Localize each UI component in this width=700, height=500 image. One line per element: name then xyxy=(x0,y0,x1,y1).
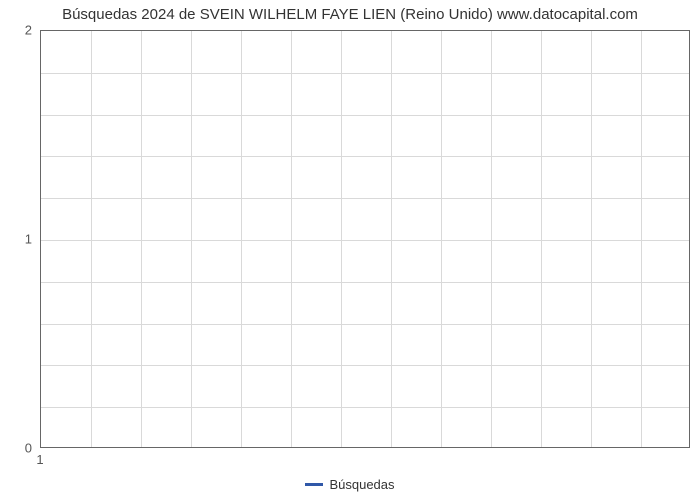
y-tick-label: 1 xyxy=(0,232,32,247)
grid-line-v xyxy=(591,31,592,447)
grid-line-v xyxy=(141,31,142,447)
chart-title: Búsquedas 2024 de SVEIN WILHELM FAYE LIE… xyxy=(0,6,700,23)
grid-line-h xyxy=(41,73,689,74)
grid-line-h xyxy=(41,156,689,157)
grid-line-v xyxy=(441,31,442,447)
grid-line-h xyxy=(41,407,689,408)
plot-area xyxy=(40,30,690,448)
grid-line-v xyxy=(341,31,342,447)
grid-line-v xyxy=(541,31,542,447)
grid-line-h xyxy=(41,282,689,283)
grid-line-h xyxy=(41,198,689,199)
legend-swatch xyxy=(305,483,323,486)
grid-line-h xyxy=(41,240,689,241)
y-tick-label: 0 xyxy=(0,441,32,456)
grid-line-v xyxy=(291,31,292,447)
grid-line-v xyxy=(491,31,492,447)
legend-item: Búsquedas xyxy=(305,477,394,492)
grid-line-v xyxy=(391,31,392,447)
y-tick-label: 2 xyxy=(0,23,32,38)
grid-line-v xyxy=(241,31,242,447)
grid-line-h xyxy=(41,324,689,325)
grid-line-v xyxy=(641,31,642,447)
legend-label: Búsquedas xyxy=(329,477,394,492)
x-tick-label: 1 xyxy=(36,452,43,467)
chart-legend: Búsquedas xyxy=(0,474,700,492)
grid-line-h xyxy=(41,365,689,366)
line-chart: Búsquedas 2024 de SVEIN WILHELM FAYE LIE… xyxy=(0,0,700,500)
grid-line-h xyxy=(41,115,689,116)
grid-line-v xyxy=(91,31,92,447)
grid-line-v xyxy=(191,31,192,447)
